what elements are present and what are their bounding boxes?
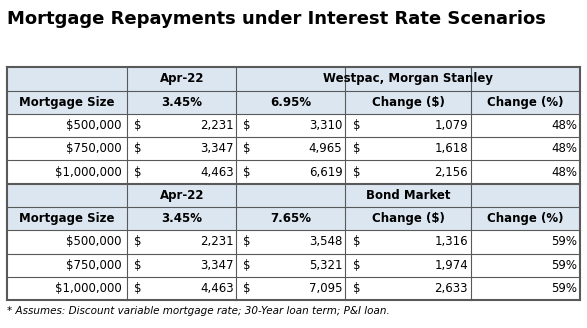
Text: 48%: 48% — [551, 142, 577, 155]
Text: 7.65%: 7.65% — [270, 212, 311, 225]
Text: Bond Market: Bond Market — [366, 189, 450, 202]
Text: Change ($): Change ($) — [372, 212, 444, 225]
Text: 3,347: 3,347 — [200, 259, 234, 272]
Text: Change (%): Change (%) — [487, 212, 564, 225]
Text: $1,000,000: $1,000,000 — [55, 166, 122, 178]
Text: $: $ — [243, 119, 250, 132]
Text: $: $ — [353, 166, 360, 178]
Text: 48%: 48% — [551, 166, 577, 178]
Bar — [7, 160, 580, 184]
Text: $: $ — [353, 259, 360, 272]
Text: $: $ — [134, 166, 141, 178]
Text: 1,316: 1,316 — [434, 236, 468, 248]
Text: 1,618: 1,618 — [434, 142, 468, 155]
Text: $750,000: $750,000 — [66, 142, 122, 155]
Text: $: $ — [353, 142, 360, 155]
Text: Change (%): Change (%) — [487, 96, 564, 109]
Bar — [7, 67, 580, 91]
Text: 2,231: 2,231 — [200, 119, 234, 132]
Text: 7,095: 7,095 — [309, 282, 342, 295]
Text: 3,548: 3,548 — [309, 236, 342, 248]
Text: 6,619: 6,619 — [309, 166, 342, 178]
Text: $: $ — [353, 236, 360, 248]
Text: $: $ — [134, 282, 141, 295]
Text: 3.45%: 3.45% — [161, 96, 203, 109]
Text: 1,079: 1,079 — [434, 119, 468, 132]
Text: $: $ — [243, 259, 250, 272]
Text: 59%: 59% — [551, 236, 577, 248]
Text: 2,231: 2,231 — [200, 236, 234, 248]
Text: 3,310: 3,310 — [309, 119, 342, 132]
Text: * Assumes: Discount variable mortgage rate; 30-Year loan term; P&I loan.: * Assumes: Discount variable mortgage ra… — [7, 306, 390, 316]
Text: 1,974: 1,974 — [434, 259, 468, 272]
Text: 59%: 59% — [551, 259, 577, 272]
Text: $: $ — [243, 282, 250, 295]
Bar — [7, 254, 580, 277]
Text: $: $ — [134, 259, 141, 272]
Text: $: $ — [353, 282, 360, 295]
Text: $500,000: $500,000 — [66, 236, 122, 248]
Text: Mortgage Repayments under Interest Rate Scenarios: Mortgage Repayments under Interest Rate … — [7, 10, 546, 28]
Text: $: $ — [134, 236, 141, 248]
Text: 2,633: 2,633 — [434, 282, 468, 295]
Text: Westpac, Morgan Stanley: Westpac, Morgan Stanley — [323, 72, 493, 85]
Text: $: $ — [134, 119, 141, 132]
Text: 3.45%: 3.45% — [161, 212, 203, 225]
Bar — [7, 91, 580, 114]
Bar — [7, 137, 580, 160]
Text: Apr-22: Apr-22 — [160, 72, 204, 85]
Text: $: $ — [243, 142, 250, 155]
Text: $: $ — [353, 119, 360, 132]
Text: Mortgage Size: Mortgage Size — [19, 212, 115, 225]
Text: 4,965: 4,965 — [309, 142, 342, 155]
Bar — [7, 207, 580, 230]
Text: 5,321: 5,321 — [309, 259, 342, 272]
Bar — [7, 230, 580, 254]
Text: $: $ — [243, 236, 250, 248]
Text: 2,156: 2,156 — [434, 166, 468, 178]
Text: Change ($): Change ($) — [372, 96, 444, 109]
Text: 59%: 59% — [551, 282, 577, 295]
Text: $: $ — [243, 166, 250, 178]
Text: $750,000: $750,000 — [66, 259, 122, 272]
Bar — [7, 184, 580, 207]
Text: $1,000,000: $1,000,000 — [55, 282, 122, 295]
Text: 4,463: 4,463 — [200, 282, 234, 295]
Text: $500,000: $500,000 — [66, 119, 122, 132]
Text: $: $ — [134, 142, 141, 155]
Bar — [7, 277, 580, 300]
Text: 4,463: 4,463 — [200, 166, 234, 178]
Bar — [7, 114, 580, 137]
Text: 6.95%: 6.95% — [270, 96, 311, 109]
Text: Apr-22: Apr-22 — [160, 189, 204, 202]
Text: Mortgage Size: Mortgage Size — [19, 96, 115, 109]
Text: 3,347: 3,347 — [200, 142, 234, 155]
Text: 48%: 48% — [551, 119, 577, 132]
